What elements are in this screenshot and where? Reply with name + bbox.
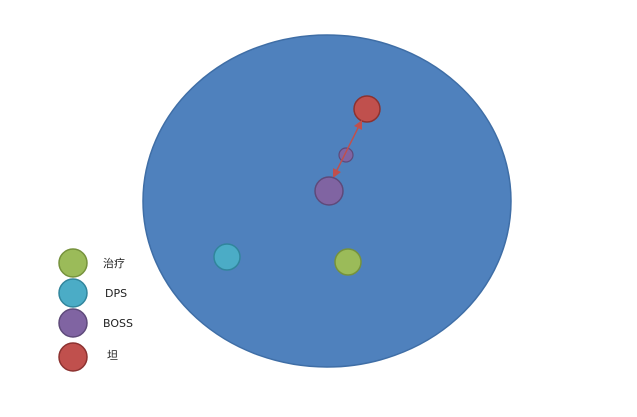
- dps: [213, 243, 241, 271]
- legend-swatch: [58, 342, 88, 372]
- legend-swatch: [58, 248, 88, 278]
- boss-small: [338, 147, 354, 163]
- healer: [334, 248, 362, 276]
- boss: [314, 176, 344, 206]
- legend-label: 治疗: [103, 256, 125, 270]
- arrow: [332, 119, 363, 179]
- tank: [353, 95, 381, 123]
- legend-label: 坦: [107, 348, 118, 362]
- legend-swatch: [58, 308, 88, 338]
- watermark: 九游: [520, 343, 576, 373]
- legend-label: DPS: [105, 287, 127, 300]
- legend-label: BOSS: [103, 317, 133, 330]
- legend-swatch: [58, 278, 88, 308]
